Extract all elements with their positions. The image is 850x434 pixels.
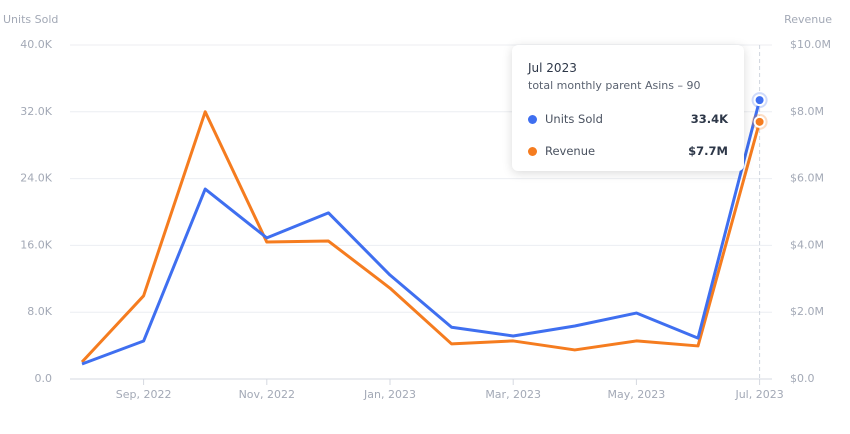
- y2-tick-label: $0.0: [790, 372, 815, 385]
- legend-label: Units Sold: [545, 112, 603, 126]
- y-tick-label: 24.0K: [20, 172, 52, 185]
- tooltip-row: Units Sold 33.4K: [528, 112, 728, 126]
- x-tick-label: Sep, 2022: [116, 388, 172, 401]
- tooltip-subtitle: total monthly parent Asins – 90: [528, 79, 701, 92]
- value-label: 33.4K: [690, 112, 728, 126]
- y2-tick-label: $10.0M: [790, 38, 831, 51]
- y-tick-label: 16.0K: [20, 238, 52, 251]
- point: [753, 94, 766, 107]
- x-tick-label: May, 2023: [608, 388, 666, 401]
- y2-tick-label: $4.0M: [790, 238, 824, 251]
- y-tick-label: 40.0K: [20, 38, 52, 51]
- y2-tick-label: $8.0M: [790, 105, 824, 118]
- x-tick-label: Jul, 2023: [734, 388, 783, 401]
- y-tick-label: 32.0K: [20, 105, 52, 118]
- x-tick-label: Mar, 2023: [485, 388, 541, 401]
- y-axis-title: Units Sold: [3, 13, 58, 26]
- tooltip: Jul 2023 total monthly parent Asins – 90…: [512, 45, 744, 171]
- y-tick-label: 8.0K: [27, 305, 52, 318]
- value-label: $7.7M: [688, 144, 728, 158]
- tooltip-row: Revenue $7.7M: [528, 144, 728, 158]
- legend-label: Revenue: [545, 144, 596, 158]
- legend-dot: [528, 146, 537, 156]
- tooltip-title: Jul 2023: [528, 61, 577, 75]
- y-tick-label: 0.0: [35, 372, 53, 385]
- y2-axis-title: Revenue: [784, 13, 832, 26]
- y2-tick-label: $6.0M: [790, 172, 824, 185]
- x-tick-label: Nov, 2022: [239, 388, 295, 401]
- point: [753, 115, 766, 128]
- y2-tick-label: $2.0M: [790, 305, 824, 318]
- series-line: [81, 99, 762, 366]
- legend-dot: [528, 114, 537, 124]
- series-line: [80, 110, 762, 363]
- x-tick-label: Jan, 2023: [363, 388, 416, 401]
